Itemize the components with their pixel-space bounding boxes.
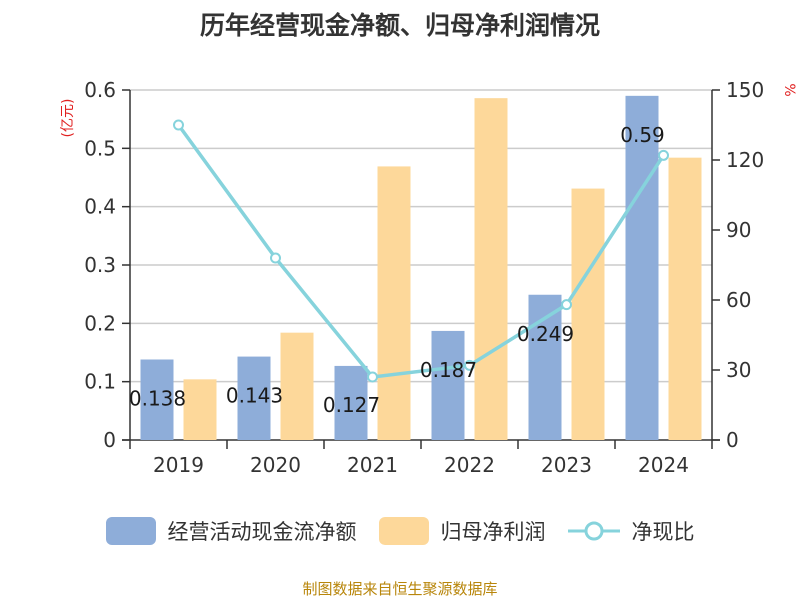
- bar-cashflow[interactable]: [625, 95, 659, 440]
- ratio-point[interactable]: [173, 119, 184, 131]
- y-right-tick-label: 150: [726, 78, 764, 102]
- data-label-cashflow: 0.249: [517, 322, 574, 346]
- y-right-tick-label: 90: [726, 218, 751, 242]
- x-tick-label: 2020: [250, 453, 301, 477]
- ratio-line: [177, 123, 665, 379]
- source-note: 制图数据来自恒生聚源数据库: [302, 580, 498, 598]
- bar-net-profit[interactable]: [668, 157, 702, 440]
- ratio-point[interactable]: [658, 149, 669, 161]
- data-label-cashflow: 0.143: [226, 384, 283, 408]
- bar-net-profit[interactable]: [571, 188, 605, 440]
- bar-net-profit[interactable]: [377, 166, 411, 440]
- y-right-tick-label: 0: [726, 428, 739, 452]
- data-label-cashflow: 0.138: [129, 387, 186, 411]
- legend: 经营活动现金流净额 归母净利润 净现比: [0, 516, 800, 546]
- legend-item-net-profit[interactable]: 归母净利润: [378, 516, 546, 546]
- y-left-tick-label: 0.2: [84, 311, 116, 335]
- y-right-tick-label: 120: [726, 148, 764, 172]
- ratio-point[interactable]: [367, 371, 378, 383]
- x-tick-label: 2019: [153, 453, 204, 477]
- legend-line-icon: [567, 521, 620, 541]
- bar-cashflow[interactable]: [334, 365, 368, 440]
- bar-cashflow[interactable]: [237, 356, 271, 440]
- y-left-tick-label: 0.5: [84, 136, 116, 160]
- y-right-unit-label: %: [781, 83, 797, 96]
- ratio-point[interactable]: [270, 252, 281, 264]
- legend-item-cashflow[interactable]: 经营活动现金流净额: [105, 516, 357, 546]
- x-tick-label: 2021: [347, 453, 398, 477]
- data-label-cashflow: 0.59: [620, 123, 665, 147]
- bar-net-profit[interactable]: [474, 98, 508, 441]
- y-right-tick-label: 30: [726, 358, 751, 382]
- y-right-tick-label: 60: [726, 288, 751, 312]
- bar-net-profit[interactable]: [183, 379, 217, 440]
- legend-label-ratio: 净现比: [631, 520, 695, 544]
- legend-label-cashflow: 经营活动现金流净额: [167, 520, 357, 544]
- x-tick-label: 2023: [541, 453, 592, 477]
- y-left-tick-label: 0.3: [84, 253, 116, 277]
- y-left-tick-label: 0.1: [84, 370, 116, 394]
- ratio-point[interactable]: [561, 299, 572, 311]
- y-left-tick-label: 0.4: [84, 195, 116, 219]
- legend-label-net-profit: 归母净利润: [440, 520, 546, 544]
- legend-item-ratio[interactable]: 净现比: [567, 516, 695, 546]
- y-left-unit-label: (亿元): [60, 99, 76, 138]
- x-tick-label: 2022: [444, 453, 495, 477]
- y-left-tick-label: 0: [103, 428, 116, 452]
- data-label-cashflow: 0.187: [420, 358, 477, 382]
- bar-net-profit[interactable]: [280, 332, 314, 440]
- data-label-cashflow: 0.127: [323, 393, 380, 417]
- chart-title: 历年经营现金净额、归母净利润情况: [199, 11, 600, 40]
- ratio-point[interactable]: [464, 359, 475, 371]
- y-left-tick-label: 0.6: [84, 78, 116, 102]
- legend-swatch-net-profit: [378, 517, 429, 545]
- legend-swatch-cashflow: [105, 517, 156, 545]
- bar-cashflow[interactable]: [431, 330, 465, 440]
- bar-cashflow[interactable]: [140, 359, 174, 441]
- x-tick-label: 2024: [638, 453, 689, 477]
